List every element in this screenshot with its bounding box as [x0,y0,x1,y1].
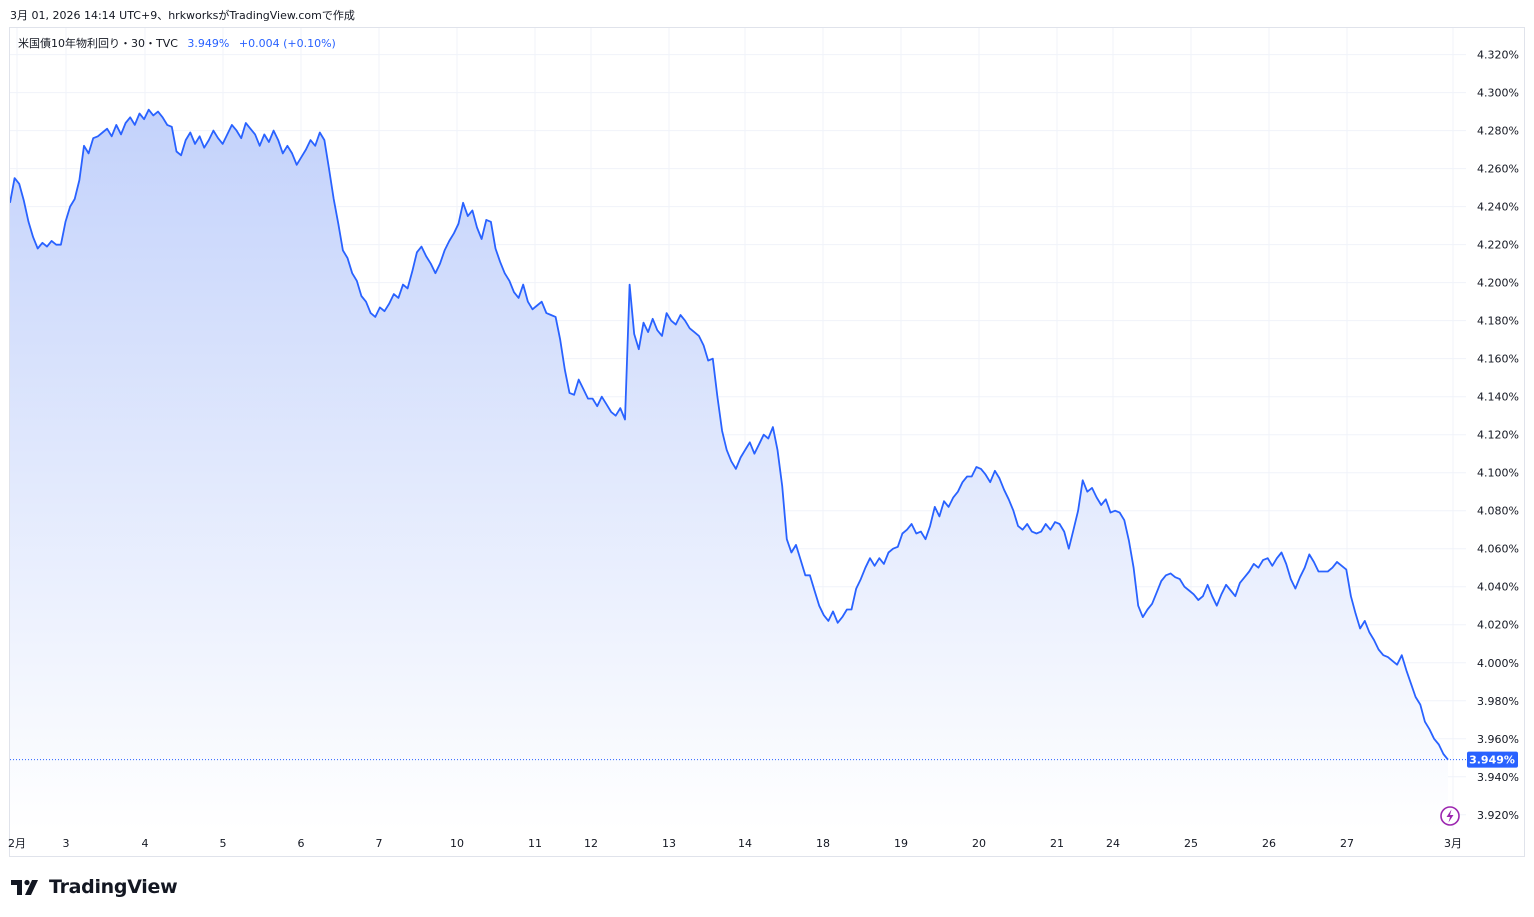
x-tick-label: 10 [450,837,464,850]
last-price-marker: 3.949% [10,751,1518,768]
x-tick-label: 12 [584,837,598,850]
y-tick-label: 4.180% [1477,315,1519,328]
y-tick-label: 4.160% [1477,353,1519,366]
chart-frame[interactable] [9,27,1525,857]
x-tick-label: 4 [142,837,149,850]
y-tick-label: 4.100% [1477,467,1519,480]
y-tick-label: 4.080% [1477,505,1519,518]
brand-name: TradingView [49,876,178,898]
y-tick-label: 4.320% [1477,49,1519,62]
legend-symbol: 米国債10年物利回り・30・TVC [18,37,178,50]
y-tick-label: 4.280% [1477,125,1519,138]
y-tick-label: 4.240% [1477,201,1519,214]
y-tick-label: 3.980% [1477,695,1519,708]
x-tick-label: 14 [738,837,752,850]
x-tick-label: 25 [1184,837,1198,850]
y-tick-label: 3.920% [1477,809,1519,822]
y-tick-label: 4.140% [1477,391,1519,404]
y-tick-label: 4.120% [1477,429,1519,442]
x-tick-label: 18 [816,837,830,850]
y-tick-label: 3.960% [1477,733,1519,746]
y-axis[interactable]: 4.320% 4.300% 4.280% 4.260% 4.240% 4.220% 4.20… [1477,49,1519,822]
x-tick-label: 3 [63,837,70,850]
y-tick-label: 4.020% [1477,619,1519,632]
chart-legend[interactable]: 米国債10年物利回り・30・TVC 3.949% +0.004 (+0.10%) [18,35,336,51]
tradingview-logo-icon [11,879,38,895]
y-tick-label: 4.060% [1477,543,1519,556]
last-price-label: 3.949% [1469,754,1515,767]
y-tick-label: 4.300% [1477,87,1519,100]
x-tick-label: 24 [1106,837,1120,850]
y-tick-label: 4.260% [1477,163,1519,176]
series-layer [10,108,1449,830]
x-tick-label: 11 [528,837,542,850]
y-tick-label: 3.940% [1477,771,1519,784]
y-tick-label: 4.220% [1477,239,1519,252]
legend-change: +0.004 (+0.10%) [238,37,336,50]
last-price-badge [1467,751,1518,768]
x-tick-label: 21 [1050,837,1064,850]
x-tick-label: 3月 [1444,837,1462,850]
x-tick-label: 20 [972,837,986,850]
tradingview-logo[interactable]: TradingView [11,876,178,898]
chart-caption: 3月 01, 2026 14:14 UTC+9、hrkworksがTrading… [10,9,355,22]
lightning-icon[interactable] [1440,806,1460,826]
y-tick-label: 4.200% [1477,277,1519,290]
legend-value: 3.949% [187,37,230,50]
x-tick-label: 27 [1340,837,1354,850]
x-tick-label: 13 [662,837,676,850]
x-tick-label: 6 [298,837,305,850]
x-tick-label: 2月 [8,837,26,850]
x-tick-label: 5 [220,837,227,850]
series-area-fill [10,109,1448,830]
y-tick-label: 4.000% [1477,657,1519,670]
y-tick-label: 4.040% [1477,581,1519,594]
x-tick-label: 26 [1262,837,1276,850]
series-line[interactable] [10,108,1449,761]
x-axis[interactable]: 2月 3 4 5 6 7 10 11 12 13 14 18 19 20 21 24 25 26 27 3月 [8,837,1462,850]
x-tick-label: 19 [894,837,908,850]
x-tick-label: 7 [376,837,383,850]
